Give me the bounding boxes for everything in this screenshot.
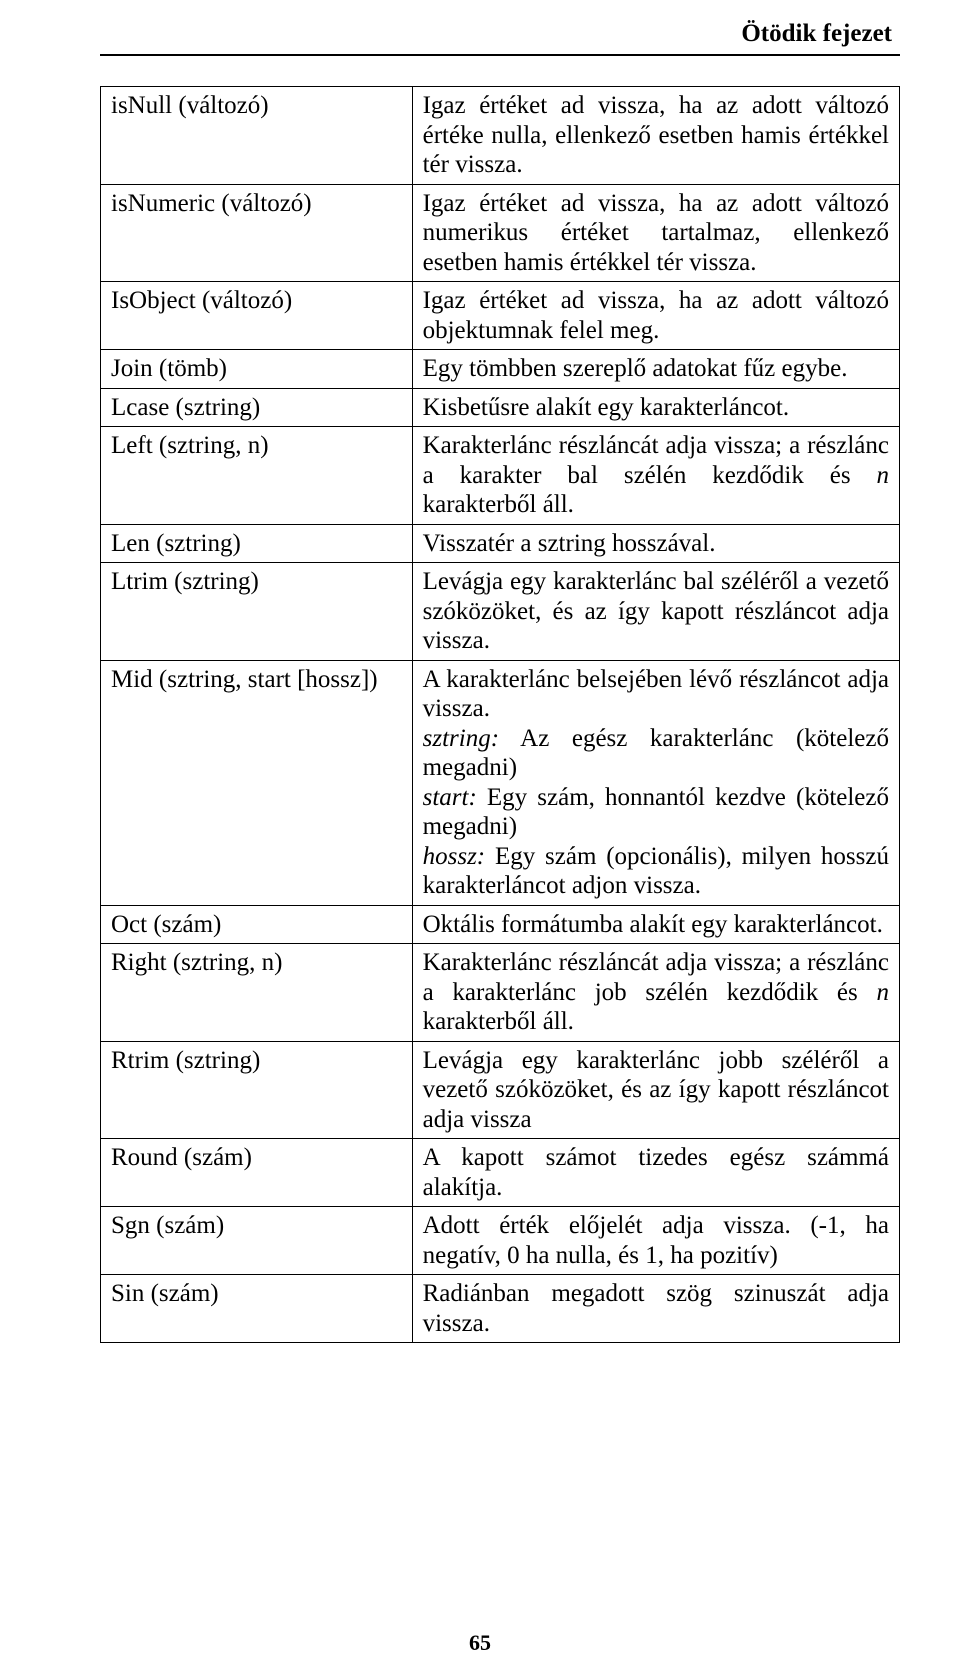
- function-description-cell: A kapott számot tizedes egész számmá ala…: [412, 1139, 899, 1207]
- table-row: Round (szám)A kapott számot tizedes egés…: [101, 1139, 900, 1207]
- function-description-cell: Oktális formátumba alakít egy karakterlá…: [412, 905, 899, 944]
- function-name-cell: Join (tömb): [101, 350, 413, 389]
- function-description-cell: Egy tömbben szereplő adatokat fűz egybe.: [412, 350, 899, 389]
- function-name-cell: isNumeric (változó): [101, 184, 413, 282]
- function-name-cell: Left (sztring, n): [101, 427, 413, 525]
- table-row: Len (sztring)Visszatér a sztring hosszáv…: [101, 524, 900, 563]
- table-row: isNull (változó)Igaz értéket ad vissza, …: [101, 87, 900, 185]
- table-row: Oct (szám)Oktális formátumba alakít egy …: [101, 905, 900, 944]
- function-description-cell: Igaz értéket ad vissza, ha az adott vált…: [412, 184, 899, 282]
- function-description-cell: Kisbetűsre alakít egy karakterláncot.: [412, 388, 899, 427]
- function-name-cell: Right (sztring, n): [101, 944, 413, 1042]
- function-name-cell: Oct (szám): [101, 905, 413, 944]
- table-row: Join (tömb)Egy tömbben szereplő adatokat…: [101, 350, 900, 389]
- function-description-cell: Igaz értéket ad vissza, ha az adott vált…: [412, 87, 899, 185]
- function-description-cell: Levágja egy karakterlánc jobb széléről a…: [412, 1041, 899, 1139]
- function-name-cell: IsObject (változó): [101, 282, 413, 350]
- table-row: isNumeric (változó)Igaz értéket ad vissz…: [101, 184, 900, 282]
- function-name-cell: isNull (változó): [101, 87, 413, 185]
- function-name-cell: Ltrim (sztring): [101, 563, 413, 661]
- function-description-cell: Adott érték előjelét adja vissza. (-1, h…: [412, 1207, 899, 1275]
- function-description-cell: Visszatér a sztring hosszával.: [412, 524, 899, 563]
- function-name-cell: Round (szám): [101, 1139, 413, 1207]
- function-description-cell: Radiánban megadott szög szinuszát adja v…: [412, 1275, 899, 1343]
- table-row: Ltrim (sztring)Levágja egy karakterlánc …: [101, 563, 900, 661]
- function-name-cell: Rtrim (sztring): [101, 1041, 413, 1139]
- function-description-cell: Igaz értéket ad vissza, ha az adott vált…: [412, 282, 899, 350]
- table-row: Sin (szám)Radiánban megadott szög szinus…: [101, 1275, 900, 1343]
- table-row: Lcase (sztring)Kisbetűsre alakít egy kar…: [101, 388, 900, 427]
- document-page: Ötödik fejezet isNull (változó)Igaz érté…: [0, 0, 960, 1674]
- table-row: Left (sztring, n)Karakterlánc részláncát…: [101, 427, 900, 525]
- function-name-cell: Lcase (sztring): [101, 388, 413, 427]
- table-row: Right (sztring, n)Karakterlánc részláncá…: [101, 944, 900, 1042]
- function-name-cell: Sgn (szám): [101, 1207, 413, 1275]
- table-row: Rtrim (sztring)Levágja egy karakterlánc …: [101, 1041, 900, 1139]
- table-row: IsObject (változó)Igaz értéket ad vissza…: [101, 282, 900, 350]
- function-description-cell: Karakterlánc részláncát adja vissza; a r…: [412, 944, 899, 1042]
- table-row: Sgn (szám)Adott érték előjelét adja viss…: [101, 1207, 900, 1275]
- function-description-cell: Karakterlánc részláncát adja vissza; a r…: [412, 427, 899, 525]
- table-row: Mid (sztring, start [hossz])A karakterlá…: [101, 660, 900, 905]
- header-rule: [100, 54, 900, 56]
- function-name-cell: Sin (szám): [101, 1275, 413, 1343]
- table-body: isNull (változó)Igaz értéket ad vissza, …: [101, 87, 900, 1343]
- function-description-cell: Levágja egy karakterlánc bal széléről a …: [412, 563, 899, 661]
- page-number: 65: [0, 1630, 960, 1656]
- function-reference-table: isNull (változó)Igaz értéket ad vissza, …: [100, 86, 900, 1343]
- function-name-cell: Mid (sztring, start [hossz]): [101, 660, 413, 905]
- function-name-cell: Len (sztring): [101, 524, 413, 563]
- function-description-cell: A karakterlánc belsejében lévő részlánco…: [412, 660, 899, 905]
- chapter-header: Ötödik fejezet: [100, 20, 900, 48]
